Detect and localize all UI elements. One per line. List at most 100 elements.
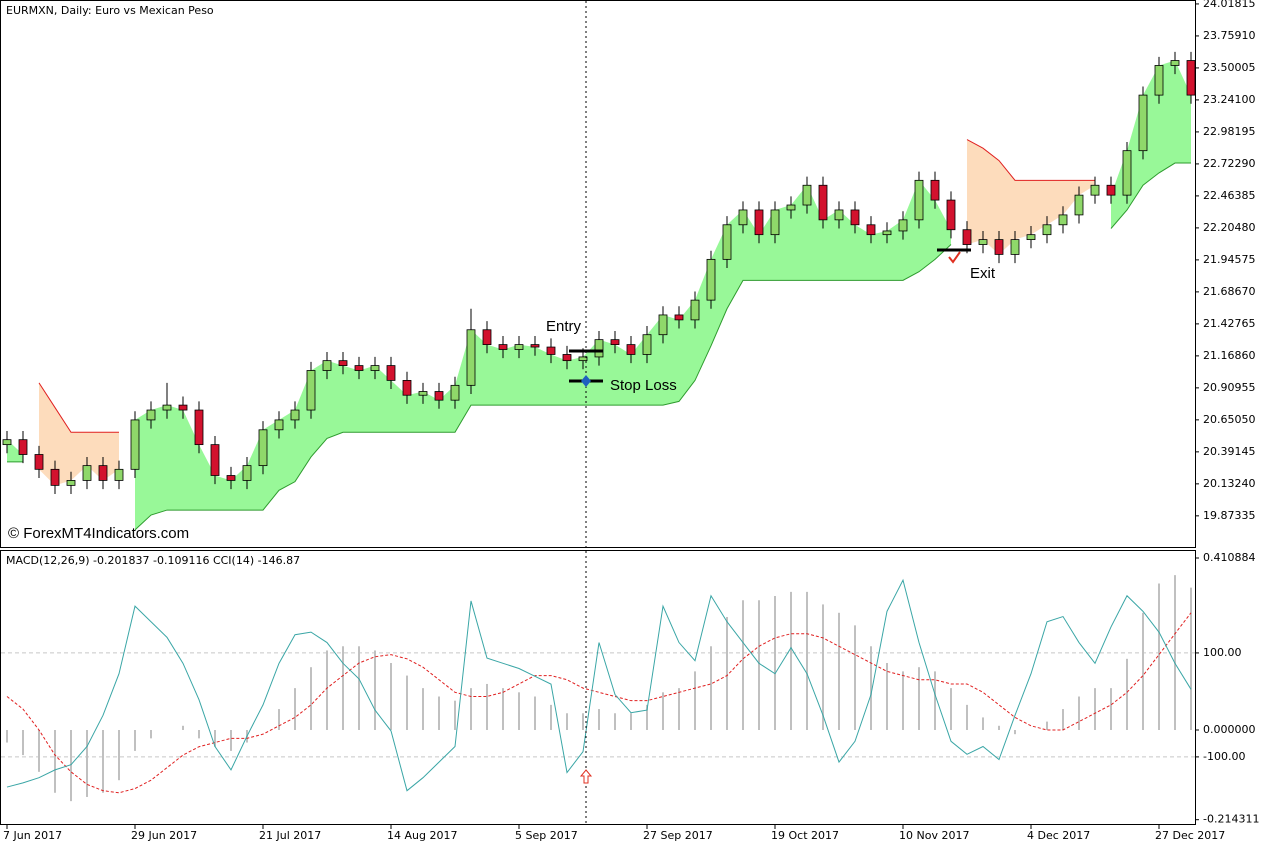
y-tick-label: 23.24100 xyxy=(1203,93,1256,106)
entry-label: Entry xyxy=(546,318,582,335)
y-tick-label: 20.13240 xyxy=(1203,477,1256,490)
candle-body xyxy=(770,209,780,236)
candle-body xyxy=(546,346,556,355)
candle-body xyxy=(498,344,508,350)
trend-fill xyxy=(183,410,199,511)
candle-body xyxy=(690,299,700,321)
candle-body xyxy=(738,209,748,226)
candle-body xyxy=(466,329,476,386)
candle-body xyxy=(1154,65,1164,96)
y-tick-label: 21.68670 xyxy=(1203,285,1256,298)
trend-fill xyxy=(1063,180,1079,215)
y-tick-label: 23.50005 xyxy=(1203,61,1256,74)
candle-body xyxy=(786,204,796,211)
candle-body xyxy=(514,344,524,350)
candle-body xyxy=(834,209,844,221)
y-tick-label: 20.90955 xyxy=(1203,381,1256,394)
candle-body xyxy=(146,409,156,421)
trend-fill xyxy=(1015,180,1031,240)
trend-fill xyxy=(359,365,375,433)
y-tick-label: 22.72290 xyxy=(1203,157,1256,170)
trend-fill xyxy=(55,407,71,486)
y2-tick-label: -100.00 xyxy=(1203,750,1245,763)
trend-fill xyxy=(967,139,983,245)
trend-fill xyxy=(807,185,823,281)
candle-body xyxy=(34,454,44,470)
y-tick-label: 21.16860 xyxy=(1203,349,1256,362)
candle-body xyxy=(450,384,460,401)
signal-arrow xyxy=(579,769,593,784)
candle-body xyxy=(434,391,444,401)
candle-body xyxy=(978,239,988,245)
candle-body xyxy=(994,239,1004,255)
candle-body xyxy=(626,344,636,355)
candle-body xyxy=(658,314,668,336)
trend-fill xyxy=(343,365,359,433)
trend-fill xyxy=(1047,180,1063,225)
candle-body xyxy=(1138,94,1148,152)
y-tick-label: 23.75910 xyxy=(1203,29,1256,42)
x-tick-label: 5 Sep 2017 xyxy=(515,829,578,842)
candle-body xyxy=(962,229,972,245)
candle-body xyxy=(882,230,892,236)
candle-body xyxy=(818,184,828,221)
candle-body xyxy=(226,475,236,481)
candle-body xyxy=(946,199,956,231)
candle-body xyxy=(1010,239,1020,255)
x-tick-label: 21 Jul 2017 xyxy=(259,829,321,842)
candle-body xyxy=(674,314,684,321)
trend-fill xyxy=(519,344,535,406)
candle-body xyxy=(1026,234,1036,241)
trend-fill xyxy=(487,344,503,406)
candle-body xyxy=(1186,60,1196,96)
y-tick-label: 19.87335 xyxy=(1203,509,1256,522)
x-tick-label: 27 Sep 2017 xyxy=(643,829,713,842)
trend-fill xyxy=(855,224,871,281)
candle-body xyxy=(706,258,716,301)
trend-fill xyxy=(983,148,999,255)
stop-loss-marker xyxy=(581,375,591,387)
trend-fill xyxy=(7,439,23,462)
x-tick-label: 4 Dec 2017 xyxy=(1027,829,1090,842)
exit-label: Exit xyxy=(970,265,996,282)
y-tick-label: 20.39145 xyxy=(1203,445,1256,458)
x-tick-label: 27 Dec 2017 xyxy=(1155,829,1225,842)
candle-body xyxy=(1058,214,1068,226)
candle-body xyxy=(338,360,348,366)
y-tick-label: 20.65050 xyxy=(1203,413,1256,426)
trend-fill xyxy=(615,344,631,406)
candle-body xyxy=(482,329,492,345)
candle-body xyxy=(562,354,572,362)
candle-body xyxy=(258,429,268,467)
candle-body xyxy=(114,468,124,481)
candle-body xyxy=(1106,184,1116,196)
y-tick-label: 22.46385 xyxy=(1203,189,1256,202)
trend-fill xyxy=(423,391,439,433)
candle-body xyxy=(418,391,428,396)
trend-fill xyxy=(1079,180,1095,196)
indicator-panel-frame xyxy=(0,550,1196,825)
trend-fill xyxy=(375,365,391,433)
chart-title: EURMXN, Daily: Euro vs Mexican Peso xyxy=(6,4,214,17)
plot-layer: 24.01815 23.75910 23.50005 23.24100 22.98195… xyxy=(1,0,1259,842)
candle-body xyxy=(1122,150,1132,196)
candle-body xyxy=(386,365,396,381)
trend-fill xyxy=(199,444,215,511)
y-tick-label: 24.01815 xyxy=(1203,0,1256,10)
stop-loss-label: Stop Loss xyxy=(610,377,677,394)
y-tick-label: 22.98195 xyxy=(1203,125,1256,138)
candle-body xyxy=(754,209,764,236)
candle-body xyxy=(1074,194,1084,216)
candle-body xyxy=(370,365,380,371)
trend-fill xyxy=(215,475,231,511)
trend-fill xyxy=(823,209,839,281)
candle-body xyxy=(642,334,652,355)
candle-body xyxy=(354,365,364,371)
candle-body xyxy=(98,465,108,481)
candle-body xyxy=(162,404,172,411)
candle-body xyxy=(1042,224,1052,236)
y-tick-label: -0.214311 xyxy=(1203,813,1259,826)
candle-body xyxy=(178,404,188,411)
y2-tick-label: 100.00 xyxy=(1203,646,1242,659)
